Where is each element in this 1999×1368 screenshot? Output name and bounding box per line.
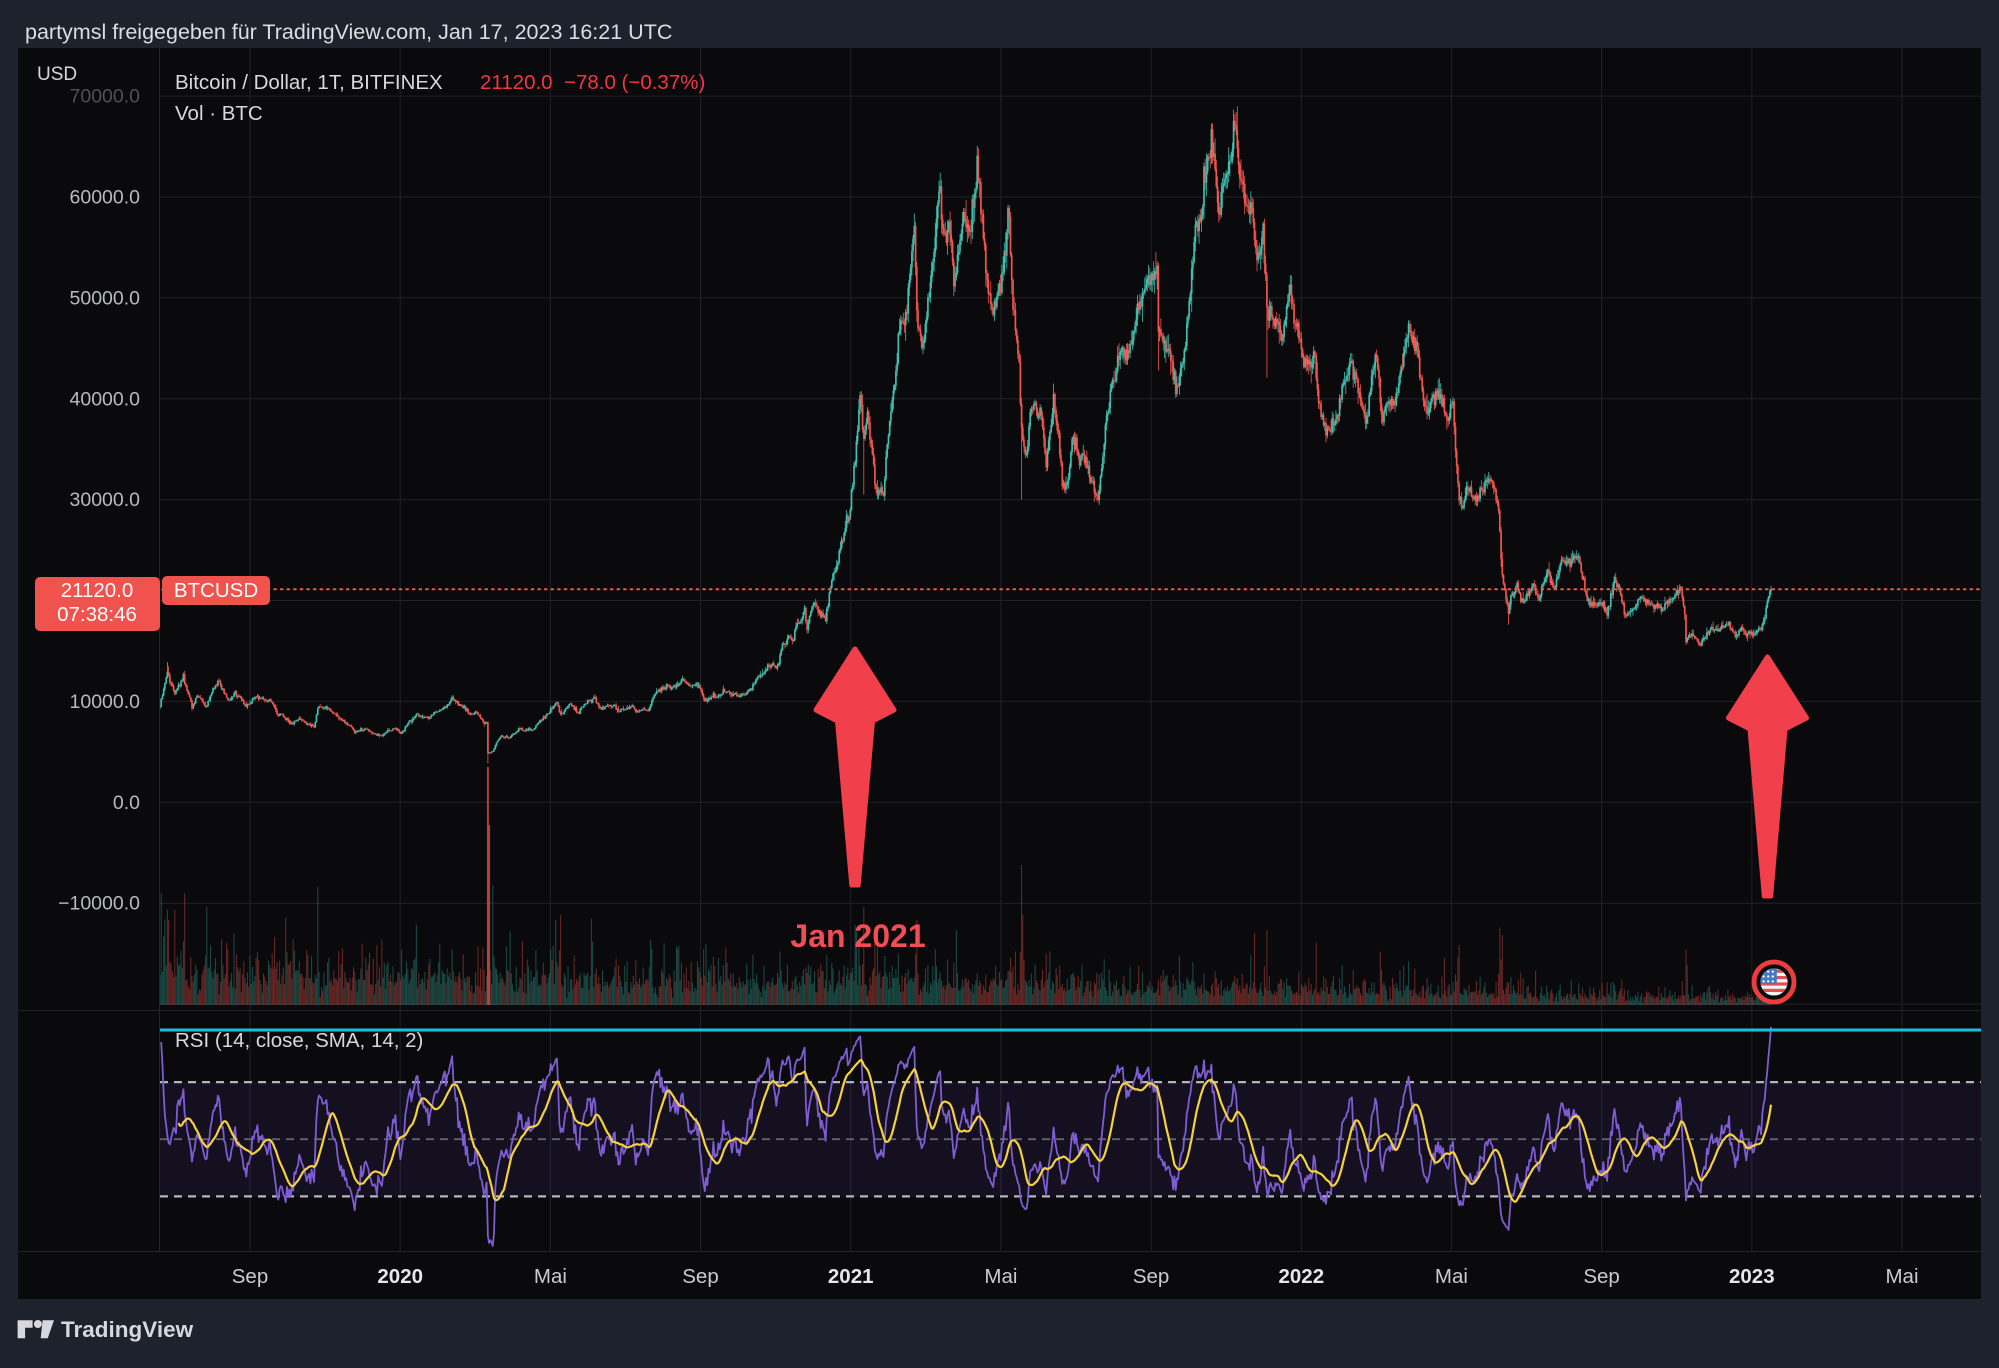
svg-text:Sep: Sep <box>682 1265 718 1288</box>
svg-text:−10000.0: −10000.0 <box>58 893 140 915</box>
svg-text:TradingView: TradingView <box>61 1317 194 1342</box>
svg-text:USD: USD <box>37 64 77 85</box>
svg-text:Mai: Mai <box>1435 1265 1468 1288</box>
svg-text:Mai: Mai <box>1885 1265 1918 1288</box>
svg-text:BTCUSD: BTCUSD <box>174 579 258 602</box>
svg-text:Mai: Mai <box>984 1265 1017 1288</box>
svg-text:30000.0: 30000.0 <box>70 489 141 511</box>
svg-text:2020: 2020 <box>377 1265 423 1288</box>
svg-text:partymsl freigegeben für Tradi: partymsl freigegeben für TradingView.com… <box>25 20 672 44</box>
svg-text:RSI (14, close, SMA, 14, 2): RSI (14, close, SMA, 14, 2) <box>175 1029 423 1052</box>
svg-text:10000.0: 10000.0 <box>70 691 141 713</box>
svg-text:2023: 2023 <box>1729 1265 1775 1288</box>
svg-text:21120.0 −78.0 (−0.37%): 21120.0 −78.0 (−0.37%) <box>480 71 705 94</box>
svg-text:2021: 2021 <box>828 1265 874 1288</box>
svg-text:Mai: Mai <box>534 1265 567 1288</box>
svg-text:Jan 2021: Jan 2021 <box>790 918 925 954</box>
svg-text:07:38:46: 07:38:46 <box>57 603 137 626</box>
svg-text:70000.0: 70000.0 <box>70 86 141 108</box>
svg-text:40000.0: 40000.0 <box>70 388 141 410</box>
svg-text:0.0: 0.0 <box>113 792 140 814</box>
svg-text:Sep: Sep <box>1583 1265 1619 1288</box>
svg-text:2022: 2022 <box>1278 1265 1324 1288</box>
svg-text:Sep: Sep <box>1133 1265 1169 1288</box>
svg-text:Sep: Sep <box>232 1265 268 1288</box>
svg-text:Vol · BTC: Vol · BTC <box>175 102 263 125</box>
svg-text:60000.0: 60000.0 <box>70 187 141 209</box>
svg-text:Bitcoin / Dollar, 1T, BITFINEX: Bitcoin / Dollar, 1T, BITFINEX <box>175 71 443 94</box>
svg-text:21120.0: 21120.0 <box>61 579 134 602</box>
svg-text:50000.0: 50000.0 <box>70 287 141 309</box>
